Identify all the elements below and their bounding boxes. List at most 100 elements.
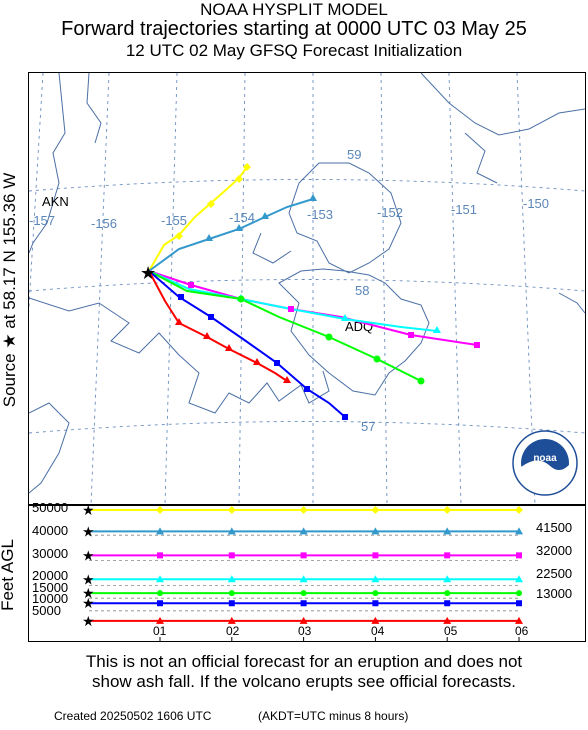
marker xyxy=(288,306,294,312)
lat-line-57 xyxy=(28,421,586,434)
altitude-marker xyxy=(300,600,307,607)
altitude-marker xyxy=(371,527,380,535)
altitude-marker xyxy=(372,590,379,597)
ytick-50000: 50000 xyxy=(32,500,69,515)
source-star-icon: ★ xyxy=(82,613,95,629)
marker xyxy=(203,332,211,339)
altitude-marker xyxy=(515,616,523,624)
altitude-marker xyxy=(372,600,379,607)
xtick-06: 06 xyxy=(515,624,529,638)
created-timestamp: Created 20250502 1606 UTC xyxy=(54,709,212,723)
marker xyxy=(235,175,243,183)
disclaimer-line-1: This is not an official forecast for an … xyxy=(85,652,523,671)
source-star-icon: ★ xyxy=(140,263,156,283)
altitude-marker xyxy=(228,590,235,597)
marker xyxy=(433,326,441,333)
lon-line-152 xyxy=(380,72,388,506)
lon-label-153: -153 xyxy=(307,207,333,222)
lightblue-markers xyxy=(205,194,317,241)
coast-peninsula-south xyxy=(28,297,330,414)
marker xyxy=(208,314,214,320)
altitude-marker xyxy=(444,552,451,559)
marker xyxy=(341,314,349,321)
xtick-04: 04 xyxy=(371,624,385,638)
marker xyxy=(225,344,233,351)
marker xyxy=(243,163,251,171)
altitude-axis-label: Feet AGL xyxy=(0,539,17,611)
altitude-marker xyxy=(515,527,523,535)
lat-label-57: 57 xyxy=(361,419,375,434)
trajectory-markers xyxy=(175,163,480,420)
ytick-40000: 40000 xyxy=(32,523,69,538)
source-star-icon: ★ xyxy=(82,585,95,601)
xtick-03: 03 xyxy=(298,624,312,638)
altitude-marker xyxy=(157,590,163,597)
altitude-marker xyxy=(443,506,452,514)
coast-barren-islands xyxy=(464,132,498,184)
source-star-icon: ★ xyxy=(82,523,95,539)
lon-line-150 xyxy=(516,72,536,506)
altitude-marker xyxy=(371,575,380,583)
altitude-marker xyxy=(156,616,164,624)
lat-label-58: 58 xyxy=(355,283,369,298)
altitude-marker xyxy=(228,552,235,559)
coast-lake xyxy=(86,72,102,144)
lon-label-152: -152 xyxy=(377,205,403,220)
marker xyxy=(261,212,269,219)
altitude-marker xyxy=(444,600,451,607)
map-svg: -157 -156 -155 -154 -153 -152 -151 -150 … xyxy=(16,72,586,506)
altitude-marker xyxy=(516,600,522,607)
ytick-20000: 20000 xyxy=(32,568,69,583)
marker xyxy=(188,282,194,288)
marker xyxy=(237,295,245,303)
altitude-marker xyxy=(299,506,308,514)
red-markers xyxy=(175,318,291,383)
source-star-icon: ★ xyxy=(82,571,95,587)
marker xyxy=(304,386,310,392)
altitude-chart: ★★★★★★★ xyxy=(82,502,523,641)
source-star-icon: ★ xyxy=(82,547,95,563)
lon-line-151 xyxy=(448,72,462,506)
lat-line-59 xyxy=(28,179,586,192)
altitude-marker xyxy=(300,552,307,559)
model-title: NOAA HYSPLIT MODEL xyxy=(200,0,388,19)
marker xyxy=(253,358,261,365)
marker xyxy=(309,194,317,201)
coast-southwest xyxy=(28,402,70,494)
disclaimer-line-2: show ash fall. If the volcano erupts see… xyxy=(92,672,516,691)
marker xyxy=(417,377,425,385)
marker xyxy=(325,333,333,341)
altitude-marker xyxy=(227,616,236,624)
marker xyxy=(474,342,480,348)
place-label-akn: AKN xyxy=(42,194,69,209)
lon-line-154 xyxy=(238,72,246,506)
trajectory-map: -157 -156 -155 -154 -153 -152 -151 -150 … xyxy=(16,72,586,506)
green-markers xyxy=(237,295,425,385)
altitude-marker xyxy=(299,527,308,535)
marker xyxy=(207,200,215,208)
right-label-41500: 41500 xyxy=(536,520,573,535)
lon-line-156 xyxy=(90,72,110,506)
blue-markers xyxy=(178,294,348,420)
marker xyxy=(408,332,414,338)
altitude-marker xyxy=(516,590,522,597)
altitude-marker xyxy=(443,575,452,583)
lon-label-155: -155 xyxy=(161,213,187,228)
lat-line-58 xyxy=(28,279,586,292)
forecast-init-subtitle: 12 UTC 02 May GFSQ Forecast Initializati… xyxy=(125,41,463,60)
lon-label-156: -156 xyxy=(91,216,117,231)
noaa-logo: noaa xyxy=(512,430,578,496)
coast-peninsula-north xyxy=(28,72,66,254)
trajectory-red xyxy=(148,270,288,382)
lon-line-155 xyxy=(164,72,178,506)
marker xyxy=(175,232,183,240)
logo-text: noaa xyxy=(533,453,557,464)
altitude-marker xyxy=(515,506,523,514)
trajectory-blue xyxy=(148,270,346,418)
logo-wave xyxy=(521,460,569,493)
coast-shuyak xyxy=(252,232,292,264)
altitude-marker xyxy=(228,600,235,607)
marker xyxy=(175,318,183,325)
source-star-icon: ★ xyxy=(82,505,95,518)
altitude-marker xyxy=(443,527,452,535)
